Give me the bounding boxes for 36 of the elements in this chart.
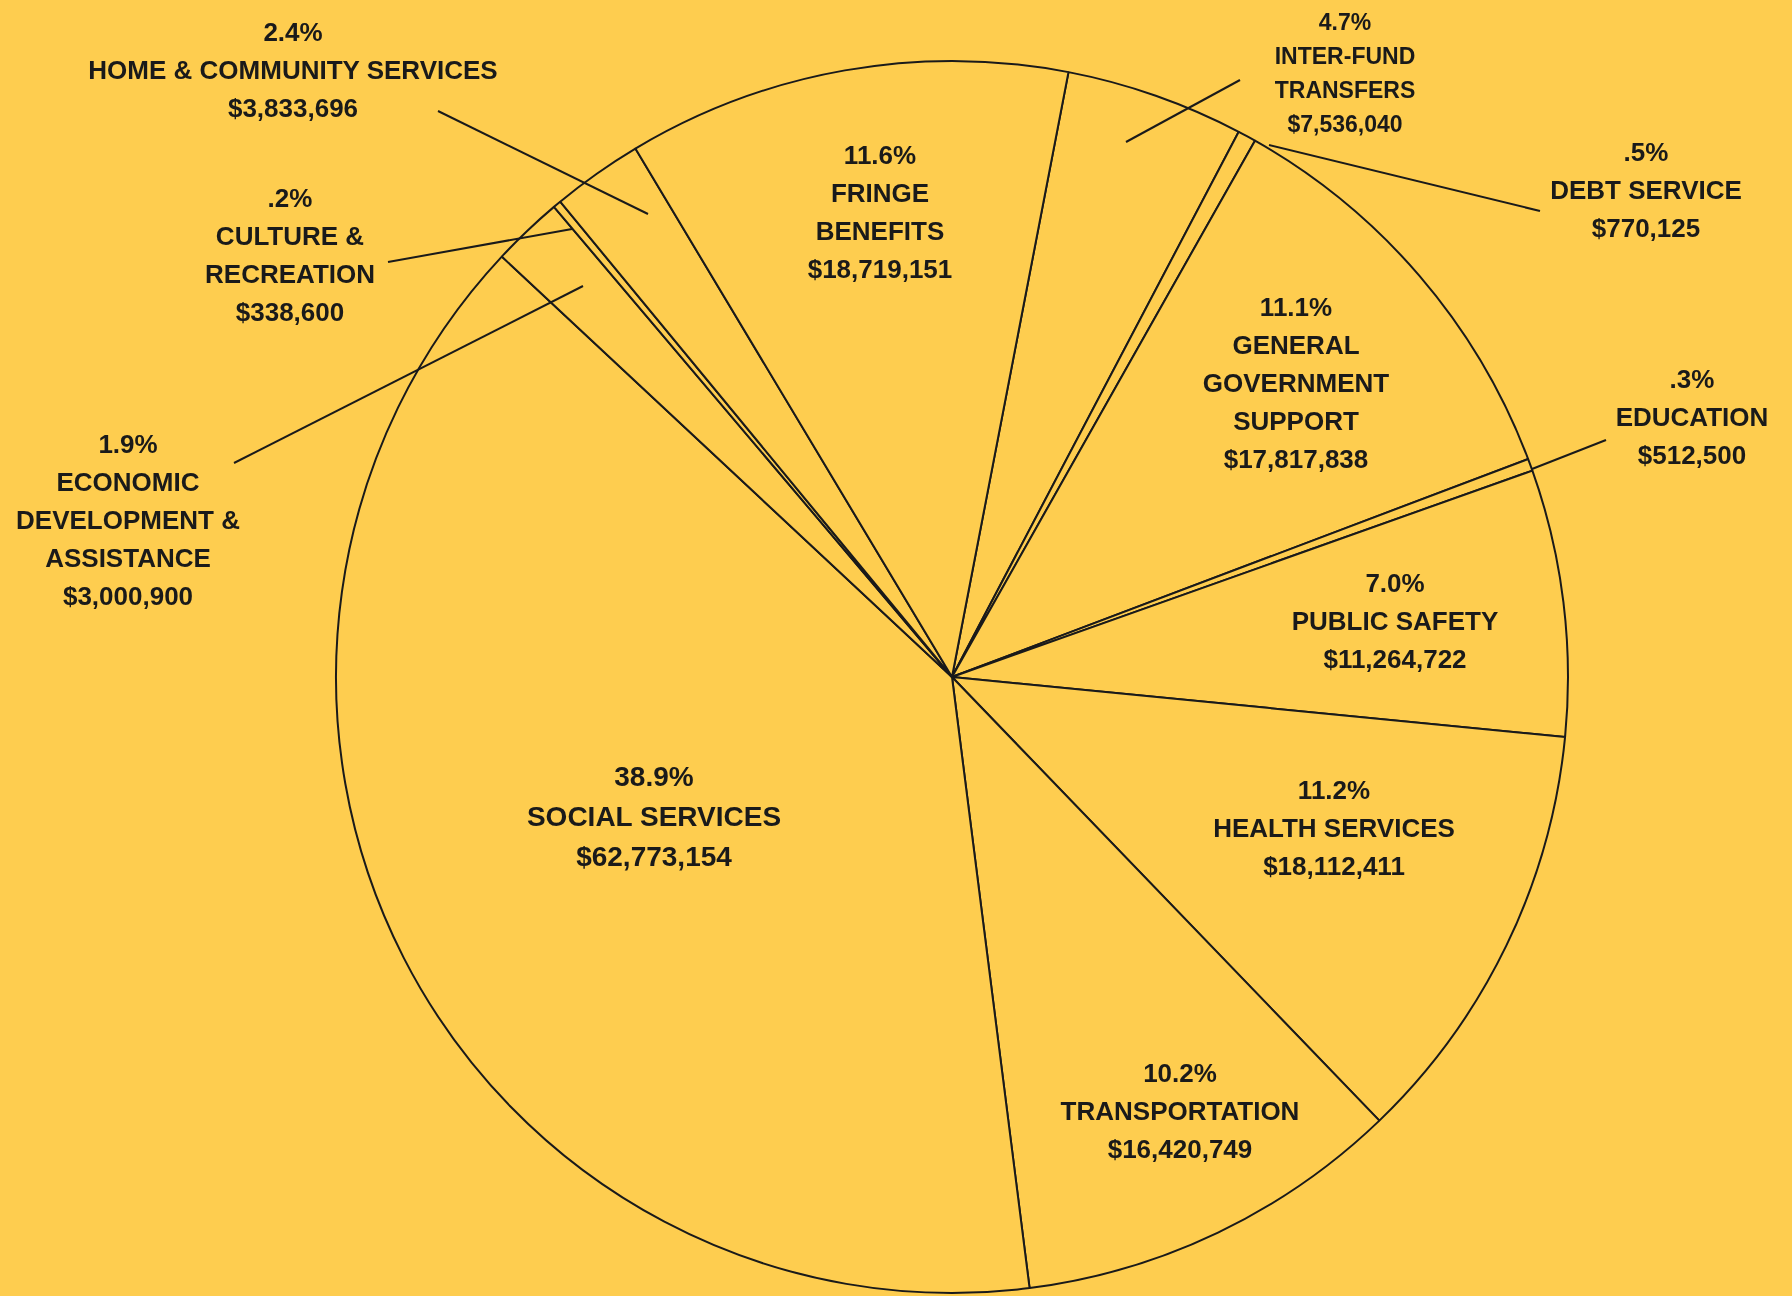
slice-label: INTER-FUND TRANSFERS <box>1274 43 1416 104</box>
data-label: $3,833,696 <box>227 93 359 124</box>
data-label: $770,125 <box>1591 213 1701 244</box>
slice-label: HEALTH SERVICES <box>1213 813 1455 844</box>
data-label: $62,773,154 <box>576 840 733 872</box>
data-label: $17,817,838 <box>1223 444 1369 475</box>
slice-label: SOCIAL SERVICES <box>526 800 782 832</box>
data-label: $18,719,151 <box>807 254 953 285</box>
text: 4.7% <box>1318 9 1372 36</box>
slice-label: DEBT SERVICE <box>1550 175 1742 206</box>
text: 11.1% <box>1259 292 1333 323</box>
data-label: $16,420,749 <box>1107 1134 1253 1165</box>
slice-label: EDUCATION <box>1615 402 1769 433</box>
text: 1.9% <box>98 429 158 460</box>
text: 11.6% <box>843 140 917 171</box>
text: .3% <box>1669 364 1715 395</box>
data-label: $512,500 <box>1637 440 1747 471</box>
text: 11.2% <box>1297 775 1371 806</box>
slice-label: FRINGE BENEFITS <box>815 178 945 247</box>
text: .2% <box>267 183 313 214</box>
text: 38.9% <box>614 760 694 792</box>
slice-label: TRANSPORTATION <box>1060 1096 1300 1127</box>
slice-label: ECONOMIC DEVELOPMENT & ASSISTANCE <box>16 467 240 574</box>
slice-label: HOME & COMMUNITY SERVICES <box>88 55 498 86</box>
slice-label: PUBLIC SAFETY <box>1291 606 1499 637</box>
data-label: $3,000,900 <box>62 581 194 612</box>
text: 2.4% <box>263 17 323 48</box>
data-label: $18,112,411 <box>1263 851 1405 882</box>
text: 7.0% <box>1365 568 1425 599</box>
text: .5% <box>1623 137 1669 168</box>
data-label: $7,536,040 <box>1287 111 1403 138</box>
slice-label: CULTURE & RECREATION <box>205 221 375 290</box>
data-label: $11,264,722 <box>1323 644 1467 675</box>
text: 10.2% <box>1143 1058 1217 1089</box>
slice-label: GENERAL GOVERNMENT SUPPORT <box>1202 330 1390 437</box>
data-label: $338,600 <box>235 297 345 328</box>
